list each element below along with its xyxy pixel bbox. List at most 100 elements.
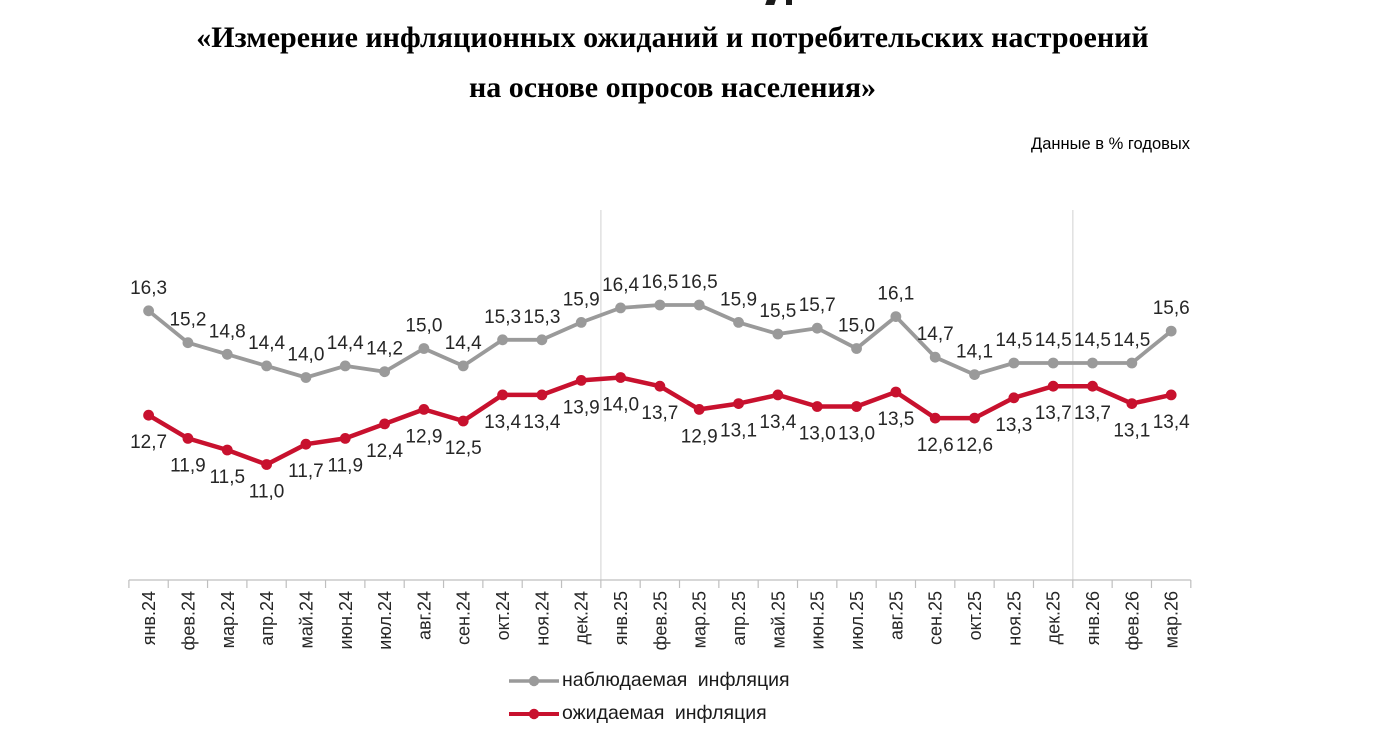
observed-data-point	[143, 305, 155, 317]
observed-data-point	[497, 334, 508, 346]
x-axis-label: фев.24	[178, 591, 198, 650]
expected-value-label: 11,0	[249, 482, 285, 503]
x-axis-label: авг.24	[414, 591, 434, 640]
expected-value-label: 12,6	[917, 435, 954, 456]
expected-value-label: 11,5	[209, 467, 245, 488]
observed-value-label: 14,1	[956, 342, 993, 363]
observed-data-point	[1165, 325, 1177, 337]
expected-data-point	[929, 412, 941, 424]
x-axis-label: июл.25	[847, 591, 867, 650]
x-axis-label: сен.24	[454, 591, 474, 645]
observed-data-point	[693, 299, 705, 311]
expected-data-point	[261, 459, 272, 470]
observed-value-label: 14,5	[995, 330, 1032, 351]
expected-data-point	[536, 389, 548, 401]
expected-data-point	[615, 372, 626, 383]
expected-data-point	[575, 375, 587, 386]
expected-value-label: 13,4	[484, 412, 521, 433]
x-axis-label: сен.25	[926, 591, 946, 645]
observed-value-label: 16,1	[877, 284, 914, 305]
observed-value-label: 15,0	[838, 316, 875, 337]
expected-data-point	[221, 444, 233, 456]
observed-value-label: 14,4	[248, 333, 285, 354]
units-note: Данные в % годовых	[1031, 135, 1190, 153]
observed-value-label: 14,5	[1035, 330, 1072, 351]
observed-value-label: 15,7	[799, 295, 836, 316]
observed-value-label: 15,9	[720, 289, 757, 310]
x-axis-label: авг.25	[886, 591, 906, 640]
expected-value-label: 12,9	[681, 426, 718, 447]
x-axis-label: мар.24	[218, 591, 238, 648]
observed-value-label: 16,4	[602, 275, 639, 296]
x-axis-label: окт.24	[493, 591, 513, 640]
observed-data-point	[575, 317, 587, 328]
observed-data-point	[890, 311, 902, 322]
observed-data-point	[379, 366, 390, 378]
observed-value-label: 16,5	[641, 272, 678, 293]
observed-data-point	[1126, 357, 1138, 369]
expected-data-point	[1047, 380, 1059, 392]
expected-value-label: 13,7	[1074, 403, 1111, 424]
observed-value-label: 15,3	[484, 307, 521, 328]
observed-data-point	[457, 360, 469, 372]
expected-value-label: 13,0	[838, 424, 875, 445]
x-axis-label: янв.25	[611, 591, 631, 645]
expected-data-point	[811, 401, 823, 412]
observed-legend-marker-icon	[509, 675, 559, 686]
expected-data-point	[143, 409, 155, 421]
expected-value-label: 13,7	[641, 403, 678, 424]
x-axis-label: янв.26	[1083, 591, 1103, 645]
x-axis-label: апр.24	[257, 591, 277, 646]
expected-value-label: 13,7	[1035, 403, 1072, 424]
observed-data-point	[1047, 357, 1059, 369]
expected-data-point	[1126, 398, 1138, 409]
observed-data-point	[261, 360, 272, 372]
expected-data-point	[1008, 392, 1020, 404]
x-axis-label: апр.25	[729, 591, 749, 646]
expected-value-label: 11,7	[288, 461, 324, 482]
observed-data-point	[929, 351, 941, 363]
expected-data-point	[654, 380, 666, 392]
expected-value-label: 13,1	[1113, 421, 1150, 442]
page-title-line-1: «Измерение инфляционных ожиданий и потре…	[196, 21, 1149, 54]
x-axis-label: май.25	[768, 591, 788, 648]
legend-item-observed: наблюдаемая инфляция	[508, 668, 790, 693]
expected-data-point	[182, 433, 194, 444]
expected-data-point	[890, 386, 902, 398]
x-axis-label: ноя.25	[1004, 591, 1024, 646]
observed-data-point	[182, 337, 194, 349]
x-axis-label: мар.25	[690, 591, 710, 648]
expected-value-label: 12,9	[405, 426, 442, 447]
observed-value-label: 15,3	[523, 307, 560, 328]
observed-data-point	[851, 343, 862, 354]
expected-data-point	[733, 398, 744, 409]
chart-legend: наблюдаемая инфляция ожидаемая инфляция	[508, 668, 790, 726]
expected-value-label: 13,9	[563, 397, 600, 418]
page-title-line-2: на основе опросов населения»	[468, 71, 877, 104]
expected-data-point	[969, 412, 980, 424]
x-axis-label: ноя.24	[532, 591, 552, 646]
x-axis-label: окт.25	[965, 591, 985, 640]
expected-data-point	[339, 433, 351, 444]
observed-value-label: 14,4	[445, 333, 482, 354]
x-axis-label: дек.24	[572, 591, 592, 644]
observed-value-label: 14,5	[1113, 330, 1150, 351]
expected-value-label: 12,7	[130, 432, 167, 453]
expected-value-label: 13,5	[877, 409, 914, 430]
observed-data-point	[654, 299, 666, 311]
observed-data-point	[615, 302, 626, 314]
expected-value-label: 13,3	[995, 415, 1032, 436]
x-axis-label: фев.25	[650, 591, 670, 650]
expected-data-point	[1165, 389, 1177, 401]
x-axis-label: май.24	[296, 591, 316, 648]
observed-value-label: 15,6	[1153, 298, 1190, 319]
x-axis-label: мар.26	[1162, 591, 1182, 648]
observed-data-point	[300, 372, 312, 383]
expected-data-point	[772, 389, 784, 401]
expected-legend-marker-icon	[509, 708, 559, 719]
observed-data-point	[1087, 357, 1098, 369]
observed-value-label: 14,8	[209, 321, 246, 342]
observed-data-point	[1008, 357, 1020, 369]
